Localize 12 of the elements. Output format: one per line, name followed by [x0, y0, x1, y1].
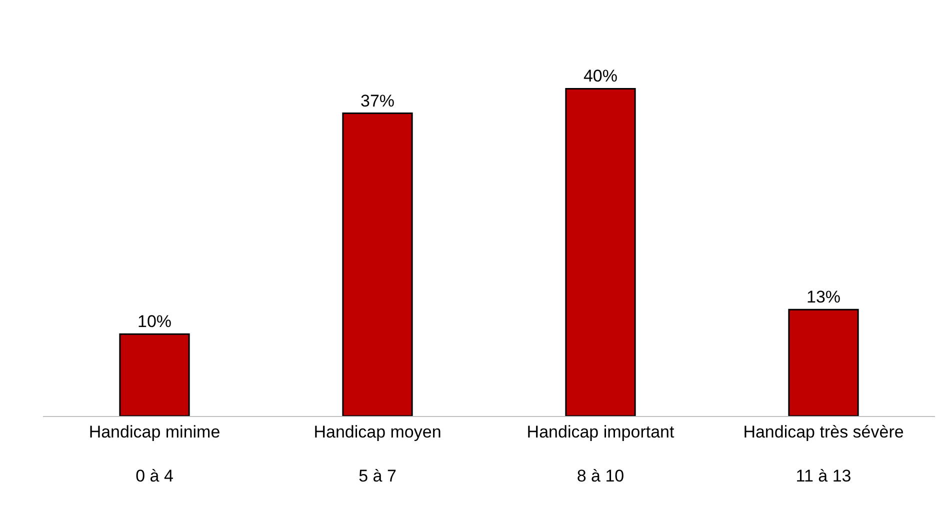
bar [788, 308, 859, 416]
category-label: Handicap très sévère 11 à 13 [743, 422, 904, 486]
data-label: 40% [583, 66, 618, 86]
data-label: 37% [360, 91, 395, 110]
bar [565, 88, 636, 416]
category-label: Handicap minime 0 à 4 [88, 422, 220, 486]
category-label: Handicap moyen 5 à 7 [314, 422, 442, 486]
data-label: 13% [806, 288, 841, 307]
bar [119, 333, 190, 416]
bar [342, 112, 413, 416]
data-label: 10% [137, 312, 172, 332]
category-label: Handicap important 8 à 10 [526, 422, 674, 486]
